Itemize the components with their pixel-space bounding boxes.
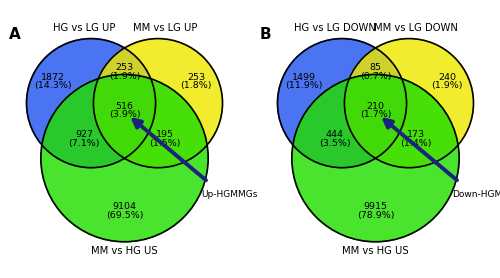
Text: HG vs LG DOWN: HG vs LG DOWN [294, 23, 376, 33]
Text: (1.7%): (1.7%) [360, 110, 391, 119]
Text: MM vs LG DOWN: MM vs LG DOWN [374, 23, 458, 33]
Text: 173: 173 [407, 130, 425, 139]
Text: 240: 240 [438, 73, 456, 82]
Text: 444: 444 [326, 130, 344, 139]
Text: (1.9%): (1.9%) [432, 81, 463, 90]
Text: 85: 85 [370, 63, 382, 72]
Circle shape [278, 39, 406, 168]
Text: Up-HGMMGs: Up-HGMMGs [201, 190, 258, 199]
Text: (1.5%): (1.5%) [150, 139, 181, 148]
Text: 210: 210 [366, 101, 384, 111]
Circle shape [292, 75, 459, 242]
Text: (0.7%): (0.7%) [360, 72, 391, 81]
Text: (1.4%): (1.4%) [400, 139, 432, 148]
Text: MM vs HG US: MM vs HG US [91, 246, 158, 256]
Text: MM vs HG US: MM vs HG US [342, 246, 409, 256]
Text: 9915: 9915 [364, 202, 388, 211]
Text: 195: 195 [156, 130, 174, 139]
Text: (1.9%): (1.9%) [109, 72, 140, 81]
Text: (78.9%): (78.9%) [356, 210, 394, 220]
Text: HG vs LG UP: HG vs LG UP [52, 23, 115, 33]
Circle shape [26, 39, 156, 168]
Text: 1872: 1872 [41, 73, 65, 82]
Text: 516: 516 [116, 101, 134, 111]
Text: (3.5%): (3.5%) [319, 139, 350, 148]
Text: (1.8%): (1.8%) [180, 81, 212, 90]
Text: Down-HGMMGs: Down-HGMMGs [452, 190, 500, 199]
Circle shape [94, 39, 222, 168]
Text: 253: 253 [116, 63, 134, 72]
Text: 1499: 1499 [292, 73, 316, 82]
Circle shape [344, 39, 474, 168]
Text: (69.5%): (69.5%) [106, 210, 144, 220]
Text: (3.9%): (3.9%) [108, 110, 140, 119]
Text: (7.1%): (7.1%) [68, 139, 100, 148]
Circle shape [41, 75, 208, 242]
Text: B: B [260, 27, 271, 42]
Text: (11.9%): (11.9%) [285, 81, 323, 90]
Text: 253: 253 [187, 73, 206, 82]
Text: MM vs LG UP: MM vs LG UP [133, 23, 198, 33]
Text: (14.3%): (14.3%) [34, 81, 72, 90]
Text: 927: 927 [75, 130, 93, 139]
Text: 9104: 9104 [112, 202, 136, 211]
Text: A: A [8, 27, 20, 42]
